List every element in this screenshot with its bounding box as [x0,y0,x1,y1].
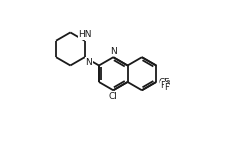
Text: 3: 3 [166,80,170,86]
Text: N: N [86,58,92,67]
Text: HN: HN [78,30,91,39]
Text: Cl: Cl [109,92,118,101]
Text: CF: CF [159,77,170,87]
Text: F: F [160,81,165,90]
Text: F: F [164,83,169,92]
Text: N: N [110,47,117,56]
